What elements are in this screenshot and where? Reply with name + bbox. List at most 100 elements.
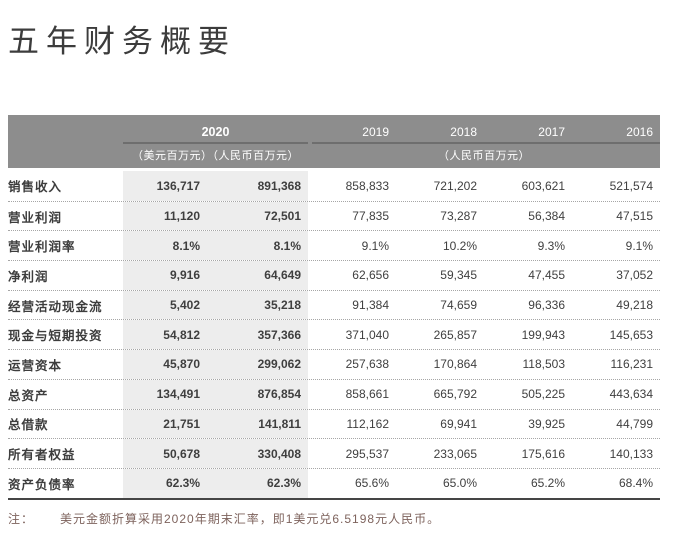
row-label: 所有者权益: [8, 448, 76, 463]
cell-2017: 47,455: [528, 268, 565, 283]
cell-2017: 199,943: [521, 327, 565, 342]
cell-2018: 721,202: [433, 178, 477, 193]
cell-2020-rmb: 141,811: [207, 409, 308, 439]
cell-2017: 65.2%: [530, 476, 565, 491]
cell-2018: 65.0%: [442, 476, 477, 491]
cell-2020-usd: 5,402: [123, 290, 207, 320]
cell-2020-rmb: 357,366: [207, 320, 308, 350]
column-header-2016: 2016: [626, 124, 653, 139]
cell-2020-usd: 62.3%: [123, 468, 207, 498]
cell-2020-usd: 134,491: [123, 379, 207, 409]
cell-2016: 44,799: [616, 416, 653, 431]
table-row: 总资产 134,491 876,854 858,661 665,792 505,225 44…: [8, 378, 660, 409]
header-group-prior-years: 2019 2018 2017 2016 （人民币百万元）: [308, 115, 660, 168]
cell-2020-usd: 8.1%: [123, 231, 207, 261]
cell-2016: 49,218: [616, 298, 653, 313]
cell-2017: 118,503: [522, 357, 566, 372]
row-label: 销售收入: [8, 180, 63, 195]
column-header-2017: 2017: [538, 124, 565, 139]
cell-2018: 74,659: [440, 298, 477, 313]
cell-2017: 56,384: [528, 209, 565, 224]
cell-2017: 96,336: [528, 298, 565, 313]
cell-2020-usd: 50,678: [123, 439, 207, 468]
cell-2020-usd: 136,717: [123, 171, 207, 201]
cell-2020-rmb: 891,368: [207, 171, 308, 201]
header-spacer: [8, 115, 123, 168]
cell-2020-usd: 45,870: [123, 350, 207, 379]
cell-2020-usd: 54,812: [123, 320, 207, 350]
column-header-2018: 2018: [450, 124, 477, 139]
row-label: 净利润: [8, 269, 49, 284]
cell-2016: 521,574: [609, 178, 653, 193]
row-label: 资产负债率: [8, 477, 76, 492]
row-label: 经营活动现金流: [8, 299, 103, 314]
cell-2019: 371,040: [345, 327, 389, 342]
header-rule-right: [312, 141, 660, 144]
cell-2018: 10.2%: [442, 238, 477, 253]
table-body: 销售收入 136,717 891,368 858,833 721,202 603,621 5…: [8, 171, 660, 500]
table-row: 所有者权益 50,678 330,408 295,537 233,065 175,616 1…: [8, 438, 660, 468]
header-rule-left: [123, 141, 308, 144]
table-row: 总借款 21,751 141,811 112,162 69,941 39,925 44,79…: [8, 408, 660, 439]
cell-2018: 170,864: [433, 357, 477, 372]
cell-2016: 47,515: [616, 209, 653, 224]
five-year-financial-table: 2020 （美元百万元）（人民币百万元） 2019 2018 2017 2016: [8, 115, 660, 500]
cell-2019: 295,537: [345, 446, 389, 461]
cell-2018: 59,345: [440, 268, 477, 283]
row-label: 营业利润: [8, 210, 63, 225]
footnote: 注： 美元金额折算采用2020年期末汇率，即1美元兑6.5198元人民币。: [8, 510, 440, 527]
cell-2018: 69,941: [440, 416, 477, 431]
cell-2020-rmb: 35,218: [207, 290, 308, 320]
cell-2017: 505,225: [521, 387, 565, 402]
cell-2017: 9.3%: [537, 238, 565, 253]
table-row: 现金与短期投资 54,812 357,366 371,040 265,857 199,94…: [8, 319, 660, 350]
unit-label-prior-years: （人民币百万元）: [438, 149, 530, 162]
cell-2020-usd: 21,751: [123, 409, 207, 439]
cell-2017: 39,925: [528, 416, 565, 431]
cell-2019: 62,656: [352, 268, 389, 283]
cell-2019: 257,638: [345, 357, 389, 372]
cell-2020-rmb: 64,649: [207, 261, 308, 290]
cell-2020-rmb: 62.3%: [207, 468, 308, 498]
cell-2016: 116,231: [610, 357, 654, 372]
cell-2016: 68.4%: [618, 476, 653, 491]
footnote-label: 注：: [8, 512, 35, 526]
cell-2016: 140,133: [609, 446, 653, 461]
page-title: 五年财务概要: [8, 24, 236, 59]
row-label: 现金与短期投资: [8, 329, 103, 344]
cell-2020-rmb: 8.1%: [207, 231, 308, 261]
cell-2018: 665,792: [433, 387, 477, 402]
cell-2020-rmb: 299,062: [207, 350, 308, 379]
table-row: 资产负债率 62.3% 62.3% 65.6% 65.0% 65.2% 68.4%: [8, 467, 660, 498]
column-header-2019: 2019: [362, 124, 389, 139]
cell-2016: 9.1%: [625, 238, 653, 253]
row-label: 运营资本: [8, 358, 63, 373]
table-row: 营业利润率 8.1% 8.1% 9.1% 10.2% 9.3% 9.1%: [8, 230, 660, 261]
table-header: 2020 （美元百万元）（人民币百万元） 2019 2018 2017 2016: [8, 115, 660, 168]
cell-2016: 37,052: [616, 268, 653, 283]
unit-label-2020: （美元百万元）（人民币百万元）: [132, 149, 299, 162]
cell-2018: 233,065: [433, 446, 477, 461]
cell-2019: 858,661: [345, 387, 389, 402]
footnote-text: 美元金额折算采用2020年期末汇率，即1美元兑6.5198元人民币。: [60, 512, 441, 526]
table-row: 经营活动现金流 5,402 35,218 91,384 74,659 96,336 49,2…: [8, 289, 660, 320]
table-row: 净利润 9,916 64,649 62,656 59,345 47,455 37,052: [8, 260, 660, 290]
row-label: 总资产: [8, 388, 49, 403]
cell-2019: 9.1%: [361, 238, 389, 253]
cell-2019: 112,162: [346, 416, 390, 431]
table-row: 运营资本 45,870 299,062 257,638 170,864 118,503 11…: [8, 349, 660, 379]
cell-2016: 145,653: [609, 327, 653, 342]
table-row: 营业利润 11,120 72,501 77,835 73,287 56,384 47,515: [8, 200, 660, 231]
cell-2020-rmb: 876,854: [207, 379, 308, 409]
cell-2019: 65.6%: [354, 476, 389, 491]
cell-2018: 73,287: [440, 209, 477, 224]
header-group-2020: 2020 （美元百万元）（人民币百万元）: [123, 115, 308, 168]
cell-2019: 91,384: [352, 298, 389, 313]
cell-2020-usd: 9,916: [123, 261, 207, 290]
cell-2020-rmb: 72,501: [207, 201, 308, 231]
cell-2020-usd: 11,120: [123, 201, 207, 231]
cell-2017: 603,621: [521, 178, 565, 193]
cell-2019: 858,833: [345, 178, 389, 193]
table-row: 销售收入 136,717 891,368 858,833 721,202 603,621 5…: [8, 171, 660, 201]
